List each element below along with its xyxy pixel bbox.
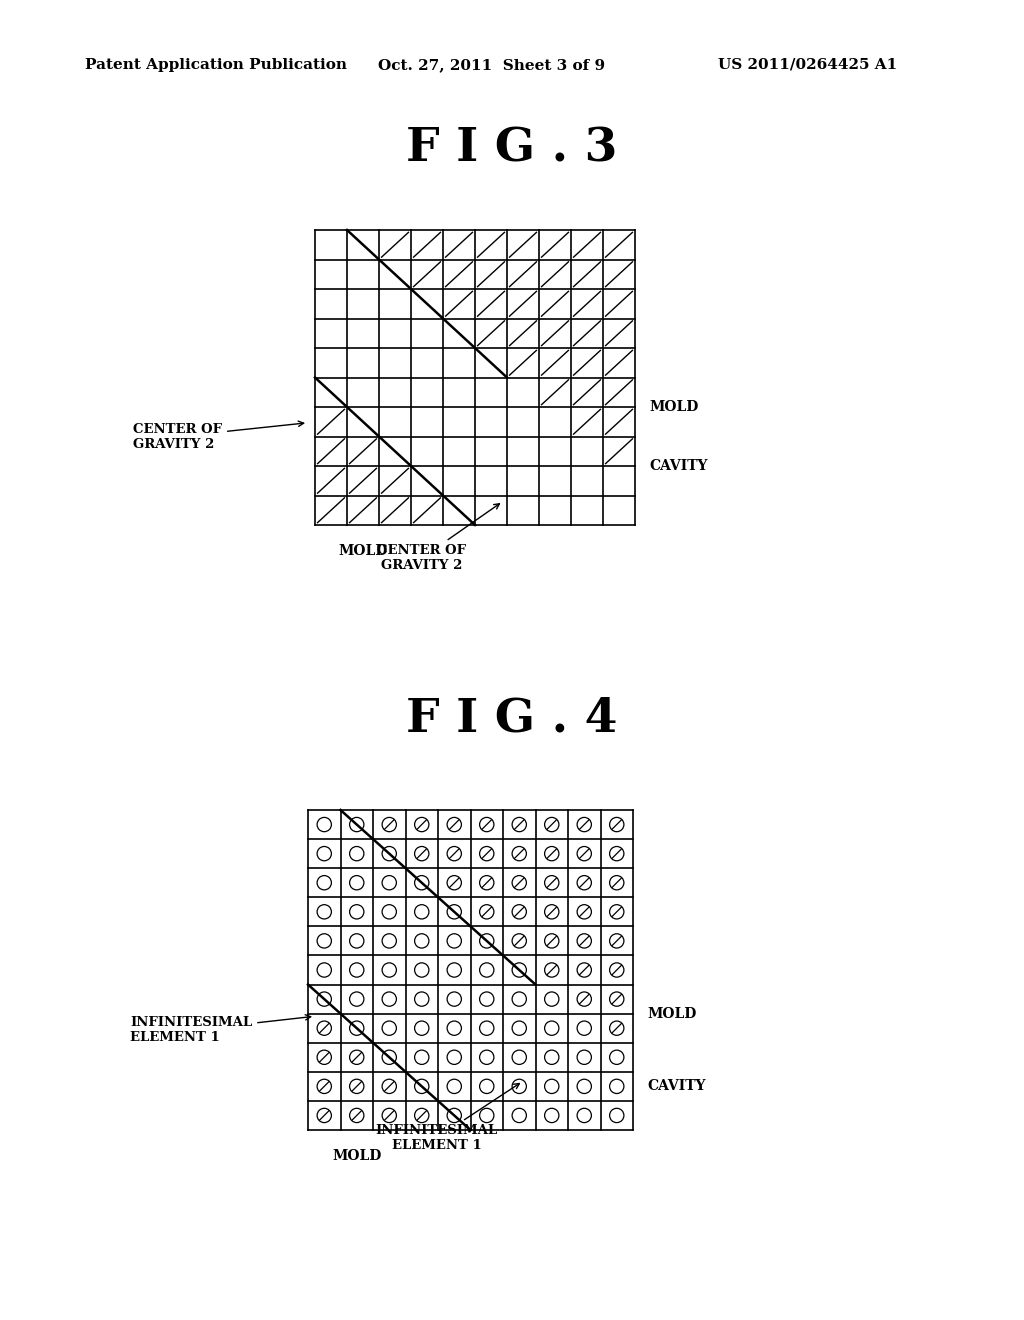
Text: MOLD: MOLD (647, 1007, 696, 1020)
Text: CENTER OF
GRAVITY 2: CENTER OF GRAVITY 2 (133, 421, 304, 450)
Text: INFINITESIMAL
ELEMENT 1: INFINITESIMAL ELEMENT 1 (130, 1015, 310, 1044)
Text: Patent Application Publication: Patent Application Publication (85, 58, 347, 73)
Text: Oct. 27, 2011  Sheet 3 of 9: Oct. 27, 2011 Sheet 3 of 9 (378, 58, 605, 73)
Text: MOLD: MOLD (649, 400, 698, 414)
Text: MOLD: MOLD (338, 544, 388, 558)
Text: US 2011/0264425 A1: US 2011/0264425 A1 (718, 58, 897, 73)
Text: INFINITESIMAL
ELEMENT 1: INFINITESIMAL ELEMENT 1 (376, 1084, 519, 1152)
Text: CAVITY: CAVITY (647, 1080, 706, 1093)
Text: CENTER OF
GRAVITY 2: CENTER OF GRAVITY 2 (377, 504, 500, 572)
Text: F I G . 3: F I G . 3 (407, 125, 617, 172)
Text: F I G . 4: F I G . 4 (407, 696, 617, 741)
Text: CAVITY: CAVITY (649, 459, 708, 473)
Text: MOLD: MOLD (332, 1148, 381, 1163)
